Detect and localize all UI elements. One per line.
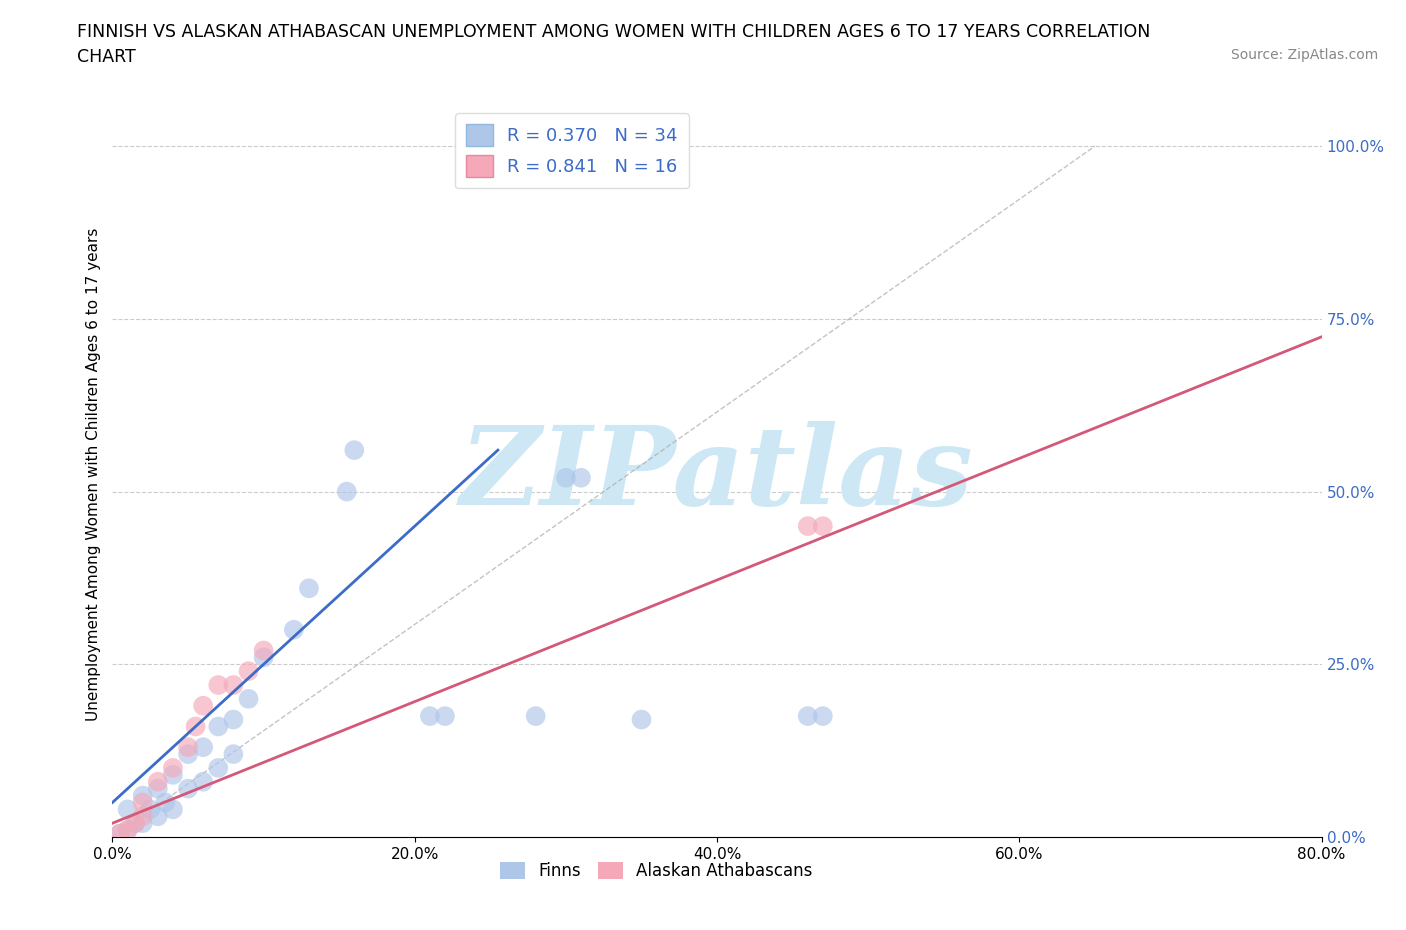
Point	[336, 485, 359, 499]
Point	[283, 622, 305, 637]
Point	[811, 709, 834, 724]
Point	[146, 781, 169, 796]
Point	[207, 761, 229, 776]
Text: CHART: CHART	[77, 48, 136, 66]
Point	[162, 767, 184, 782]
Point	[191, 698, 214, 713]
Point	[238, 664, 260, 679]
Point	[207, 678, 229, 693]
Point	[253, 650, 276, 665]
Point	[524, 709, 547, 724]
Point	[162, 802, 184, 817]
Point	[108, 826, 131, 841]
Point	[811, 519, 834, 534]
Point	[253, 643, 276, 658]
Point	[433, 709, 456, 724]
Point	[146, 809, 169, 824]
Point	[298, 581, 321, 596]
Point	[569, 471, 592, 485]
Point	[222, 712, 245, 727]
Point	[132, 788, 155, 803]
Point	[177, 739, 200, 754]
Point	[108, 826, 131, 841]
Point	[146, 775, 169, 790]
Point	[162, 761, 184, 776]
Point	[124, 816, 146, 830]
Point	[222, 678, 245, 693]
Point	[132, 816, 155, 830]
Text: ZIPatlas: ZIPatlas	[460, 420, 974, 528]
Point	[630, 712, 652, 727]
Legend: Finns, Alaskan Athabascans: Finns, Alaskan Athabascans	[494, 856, 820, 886]
Point	[177, 747, 200, 762]
Point	[207, 719, 229, 734]
Y-axis label: Unemployment Among Women with Children Ages 6 to 17 years: Unemployment Among Women with Children A…	[86, 228, 101, 721]
Point	[343, 443, 366, 458]
Point	[184, 719, 207, 734]
Point	[191, 775, 214, 790]
Point	[177, 781, 200, 796]
Point	[132, 809, 155, 824]
Point	[155, 795, 177, 810]
Point	[238, 691, 260, 706]
Point	[117, 823, 139, 838]
Point	[419, 709, 441, 724]
Point	[191, 739, 214, 754]
Point	[796, 709, 818, 724]
Text: Source: ZipAtlas.com: Source: ZipAtlas.com	[1230, 48, 1378, 62]
Point	[117, 823, 139, 838]
Point	[554, 471, 576, 485]
Text: FINNISH VS ALASKAN ATHABASCAN UNEMPLOYMENT AMONG WOMEN WITH CHILDREN AGES 6 TO 1: FINNISH VS ALASKAN ATHABASCAN UNEMPLOYME…	[77, 23, 1150, 41]
Point	[132, 795, 155, 810]
Point	[124, 816, 146, 830]
Point	[117, 802, 139, 817]
Point	[796, 519, 818, 534]
Point	[139, 802, 162, 817]
Point	[222, 747, 245, 762]
